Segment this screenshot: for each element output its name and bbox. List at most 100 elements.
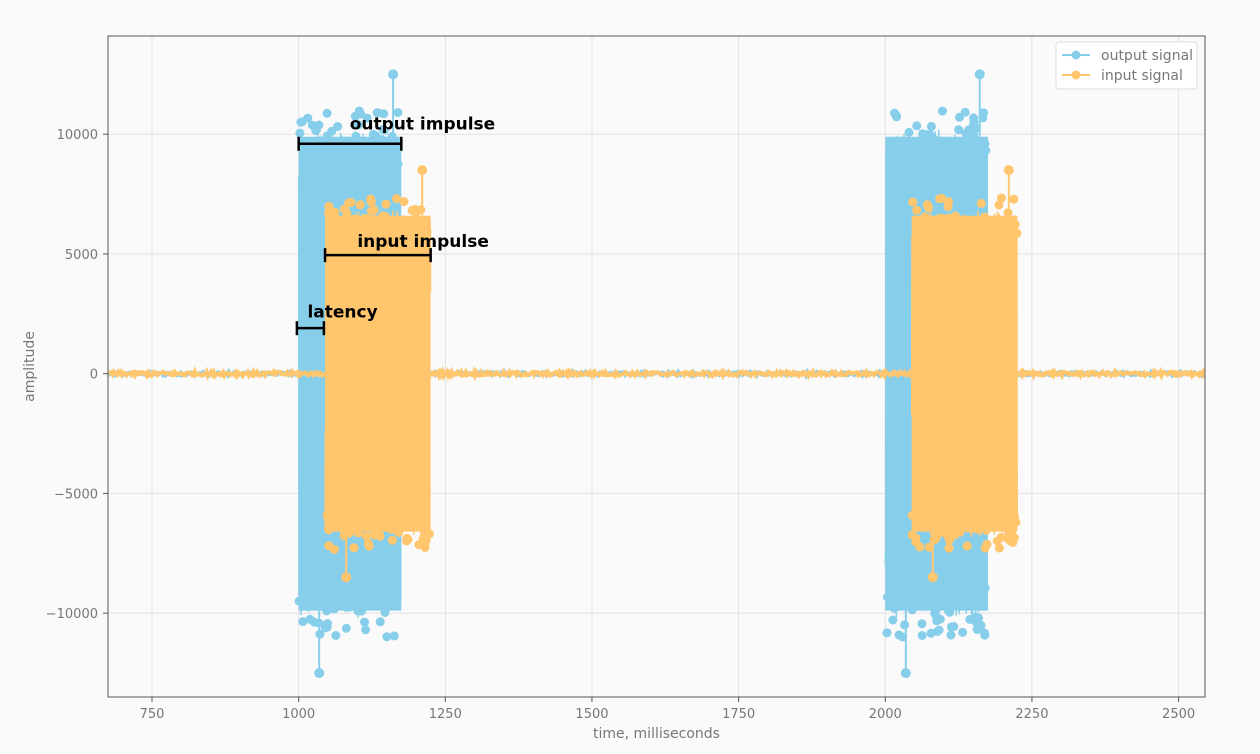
output-marker: [380, 125, 389, 135]
output-trough-marker: [314, 668, 325, 679]
x-tick-label: 2000: [869, 707, 902, 722]
output-marker: [363, 155, 373, 165]
output-marker: [979, 108, 988, 118]
input-peak-marker: [417, 165, 428, 176]
output-marker: [360, 617, 369, 627]
legend-swatch-marker: [1071, 70, 1081, 80]
input-marker: [380, 521, 390, 531]
input-marker: [1008, 537, 1018, 547]
legend: output signal input signal: [1055, 41, 1198, 90]
input-marker: [980, 212, 990, 222]
input-marker: [358, 219, 368, 229]
signals: [108, 69, 1205, 679]
annotations: output impulse input impulse latency: [295, 114, 496, 336]
input-marker: [919, 221, 929, 231]
input-marker: [352, 226, 362, 236]
input-peak-marker: [1003, 165, 1014, 176]
output-marker: [353, 606, 363, 616]
output-marker: [918, 136, 928, 146]
output-marker: [353, 120, 363, 130]
output-marker: [938, 106, 947, 116]
plot-area: [107, 35, 1206, 698]
input-marker: [990, 519, 1000, 529]
input-marker: [922, 200, 932, 210]
output-marker: [389, 631, 399, 641]
plot-frame: [107, 35, 1206, 698]
output-marker: [969, 591, 979, 601]
output-marker: [393, 108, 403, 117]
input-burst-line: [324, 210, 432, 537]
x-tick-label: 750: [140, 707, 165, 722]
output-marker: [391, 597, 401, 606]
input-marker: [924, 507, 934, 517]
input-marker: [921, 214, 931, 224]
output-marker: [949, 622, 959, 632]
input-marker: [339, 220, 349, 230]
output-marker: [949, 592, 959, 602]
input-marker: [998, 227, 1008, 237]
y-tick-label: 0: [90, 368, 98, 383]
output-marker: [350, 587, 360, 597]
input-marker: [963, 230, 973, 240]
input-marker: [980, 514, 990, 523]
y-tick-label: 10000: [57, 128, 98, 143]
output-marker: [298, 159, 308, 169]
y-axis-label: amplitude: [22, 331, 38, 402]
input-marker: [364, 539, 373, 549]
output-marker: [295, 128, 305, 138]
output-marker: [969, 117, 979, 127]
x-axis-label: time, milliseconds: [593, 726, 720, 742]
output-marker: [305, 614, 315, 624]
output-marker: [904, 127, 914, 137]
annotation-label: output impulse: [350, 114, 496, 134]
output-marker: [323, 131, 332, 141]
output-marker: [895, 155, 905, 165]
output-marker: [929, 134, 939, 144]
input-marker: [967, 517, 976, 527]
input-marker: [342, 208, 352, 218]
input-marker: [354, 528, 364, 538]
input-marker: [962, 541, 972, 551]
output-marker: [361, 625, 371, 635]
input-marker: [957, 218, 967, 228]
x-axis: 750 1000 1250 1500 1750 2000 2250 2500: [140, 697, 1195, 722]
output-marker: [298, 617, 308, 627]
output-marker: [918, 129, 928, 139]
input-marker: [1012, 228, 1022, 238]
input-marker: [347, 509, 357, 519]
input-marker: [345, 226, 355, 236]
output-marker: [907, 605, 917, 615]
output-marker: [958, 627, 968, 637]
input-marker: [980, 543, 990, 553]
input-marker: [999, 518, 1008, 528]
output-marker: [361, 593, 371, 603]
annotation-label: latency: [307, 302, 377, 322]
output-marker: [382, 160, 392, 170]
input-marker: [366, 194, 376, 204]
input-marker: [1010, 512, 1020, 522]
input-marker: [407, 205, 417, 215]
output-marker: [303, 113, 313, 123]
output-marker: [900, 620, 910, 630]
output-marker: [888, 615, 898, 625]
input-marker: [923, 516, 933, 526]
input-marker: [935, 194, 945, 204]
output-peak-marker: [388, 69, 399, 80]
input-marker: [405, 228, 415, 238]
output-marker: [977, 141, 987, 151]
output-marker: [935, 614, 945, 624]
output-marker: [934, 625, 944, 635]
input-marker: [403, 518, 413, 528]
output-marker: [329, 595, 339, 605]
output-marker: [973, 598, 983, 608]
output-marker: [382, 632, 392, 642]
annotation-latency: latency: [295, 302, 378, 336]
output-marker: [912, 121, 922, 131]
input-marker: [329, 545, 339, 554]
input-marker: [387, 535, 397, 545]
input-marker: [323, 512, 333, 522]
output-marker: [979, 154, 988, 164]
input-burst: [907, 165, 1022, 583]
input-marker: [950, 528, 960, 538]
input-marker: [911, 537, 921, 547]
